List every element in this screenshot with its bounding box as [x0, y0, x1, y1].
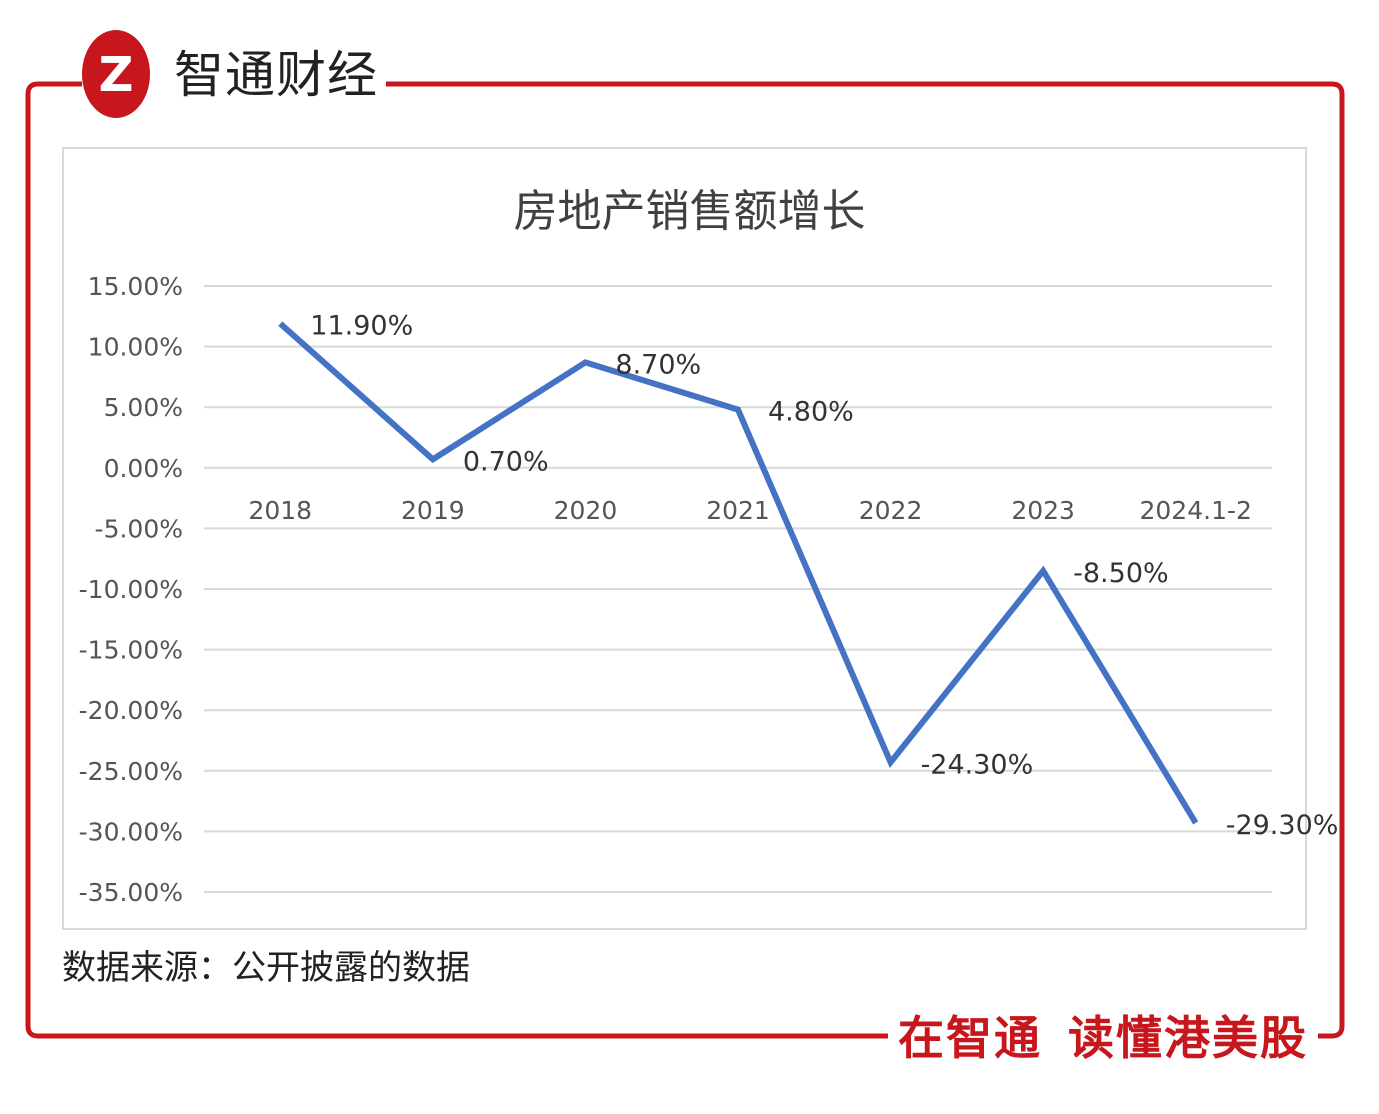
x-tick-label: 2023: [1011, 496, 1075, 525]
x-tick-label: 2024.1-2: [1140, 496, 1252, 525]
x-tick-label: 2018: [248, 496, 312, 525]
x-tick-label: 2020: [554, 496, 618, 525]
source-note: 数据来源：公开披露的数据: [62, 948, 470, 988]
data-label: 8.70%: [615, 349, 701, 380]
y-tick-label: -5.00%: [95, 514, 183, 543]
slogan-left: 在智通: [898, 1011, 1042, 1065]
series-line-layer: [278, 321, 1199, 825]
y-tick-label: 10.00%: [88, 333, 183, 362]
slogan-right: 读懂港美股: [1068, 1011, 1308, 1065]
series-line: [278, 321, 1199, 825]
data-label: 0.70%: [463, 446, 549, 477]
y-tick-label: -10.00%: [79, 575, 183, 604]
y-tick-label: 15.00%: [88, 272, 183, 301]
data-labels: 11.90% 0.70% 8.70% 4.80% -24.30% -8.50% -29.30…: [310, 311, 1338, 841]
y-axis-ticks: 15.00% 10.00% 5.00% 0.00% -5.00% -10.00% -15.0…: [79, 272, 183, 907]
y-tick-label: -15.00%: [79, 636, 183, 665]
grid-layer: [204, 285, 1272, 893]
y-tick-label: -35.00%: [79, 878, 183, 907]
brand-name: 智通财经: [166, 40, 386, 110]
brand-logo: Z: [82, 30, 150, 118]
y-tick-label: -25.00%: [79, 757, 183, 786]
frame-left-border: [25, 81, 890, 1039]
x-tick-label: 2019: [401, 496, 465, 525]
data-label: -24.30%: [921, 749, 1034, 780]
logo-circle: [82, 30, 150, 118]
y-tick-label: -20.00%: [79, 696, 183, 725]
slogan: 在智通 读懂港美股: [888, 1006, 1318, 1070]
chart-title: 房地产销售额增长: [513, 186, 866, 237]
data-label: 4.80%: [768, 397, 854, 428]
y-tick-label: 5.00%: [104, 393, 183, 422]
x-tick-label: 2022: [859, 496, 923, 525]
frame-right-border: [352, 81, 1345, 1039]
chart-panel: [62, 147, 1307, 930]
x-axis-ticks: 2018 2019 2020 2021 2022 2023 2024.1-2: [248, 496, 1251, 525]
y-tick-label: 0.00%: [104, 454, 183, 483]
data-label: -29.30%: [1226, 810, 1339, 841]
logo-glyph: Z: [99, 47, 134, 103]
y-tick-label: -30.00%: [79, 817, 183, 846]
data-label: 11.90%: [310, 311, 413, 342]
x-tick-label: 2021: [706, 496, 770, 525]
data-label: -8.50%: [1073, 558, 1169, 589]
